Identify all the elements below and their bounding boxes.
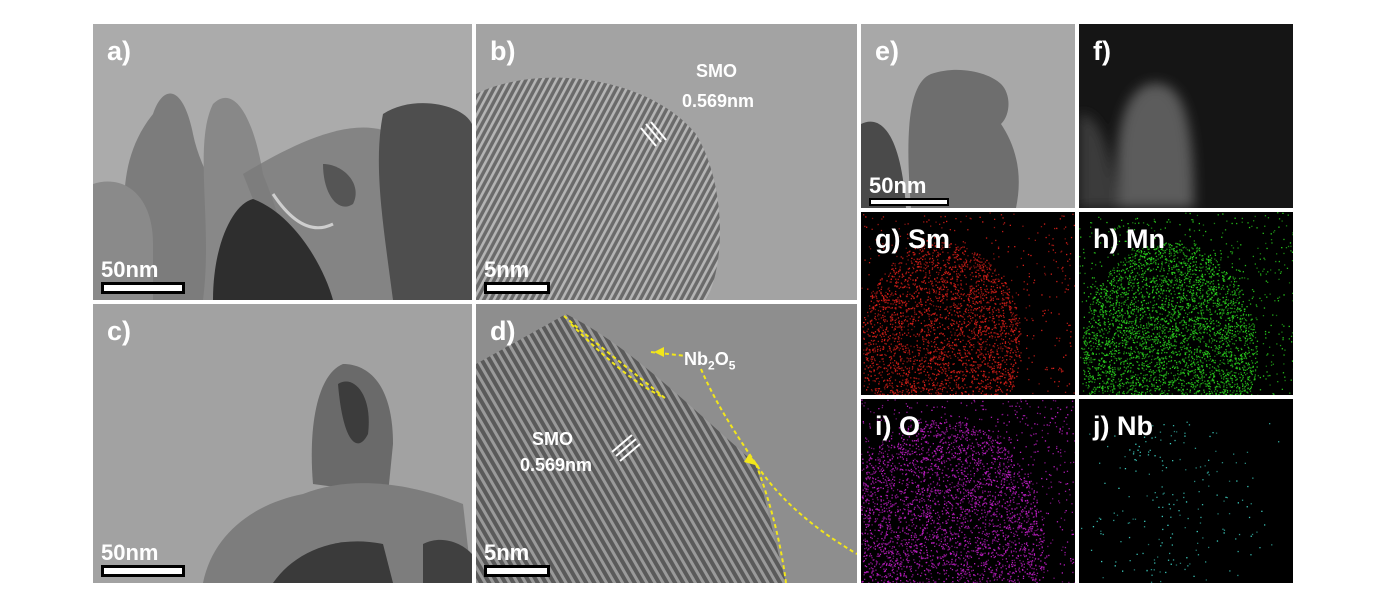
panel-h-mn-map: h) Mn — [1079, 212, 1293, 395]
panel-g-sm-map: g) Sm — [861, 212, 1075, 395]
interface-lines — [563, 315, 857, 583]
tem-image-e — [861, 24, 1075, 208]
scale-label: 50nm — [101, 540, 159, 565]
panel-label: e) — [875, 36, 900, 66]
scale-bar: 50nm — [869, 175, 949, 206]
hrtem-image-d — [476, 304, 857, 583]
panel-label: a) — [107, 36, 132, 66]
scale-bar: 5nm — [484, 542, 550, 577]
eds-map-sm — [861, 212, 1075, 395]
scale-bar: 50nm — [101, 542, 185, 577]
phase-label: SMO — [696, 61, 738, 81]
panel-label: i) O — [875, 411, 920, 441]
d-spacing-label: 0.569nm — [682, 91, 755, 111]
panel-f-haadf: f) — [1079, 24, 1293, 208]
arrow-icon — [744, 454, 759, 466]
tem-image-c — [93, 304, 472, 583]
eds-map-nb — [1081, 421, 1280, 583]
hrtem-image-b — [476, 24, 857, 300]
scale-bar: 5nm — [484, 259, 550, 294]
panel-a-tem: a) 50nm — [93, 24, 472, 300]
panel-label: c) — [107, 316, 132, 346]
scale-label: 5nm — [484, 540, 530, 565]
panel-j-nb-map: j) Nb — [1079, 399, 1293, 583]
panel-label: d) — [490, 316, 516, 346]
scale-bar: 50nm — [101, 259, 185, 294]
panel-label: j) Nb — [1093, 411, 1153, 441]
panel-label: g) Sm — [875, 224, 951, 254]
panel-label: h) Mn — [1093, 224, 1165, 254]
panel-d-hrtem: d) Nb2O5 SMO 0.569nm 5nm — [476, 304, 857, 583]
phase-label: SMO — [532, 429, 574, 449]
tem-image-a — [93, 24, 472, 300]
panel-c-tem: c) 50nm — [93, 304, 472, 583]
panel-i-o-map: i) O — [861, 399, 1075, 583]
arrow-icon — [654, 347, 664, 357]
panel-label: b) — [490, 36, 516, 66]
d-spacing-label: 0.569nm — [520, 455, 593, 475]
eds-map-o — [861, 399, 1075, 583]
haadf-image-f — [1079, 24, 1293, 208]
coating-label: Nb2O5 — [684, 349, 736, 373]
eds-map-mn — [1079, 212, 1293, 395]
scale-label: 50nm — [869, 173, 927, 198]
panel-label: f) — [1093, 36, 1111, 66]
panel-b-hrtem: b) SMO 0.569nm 5nm — [476, 24, 857, 300]
panel-e-tem: e) 50nm — [861, 24, 1075, 208]
scale-label: 5nm — [484, 257, 530, 282]
scale-label: 50nm — [101, 257, 159, 282]
